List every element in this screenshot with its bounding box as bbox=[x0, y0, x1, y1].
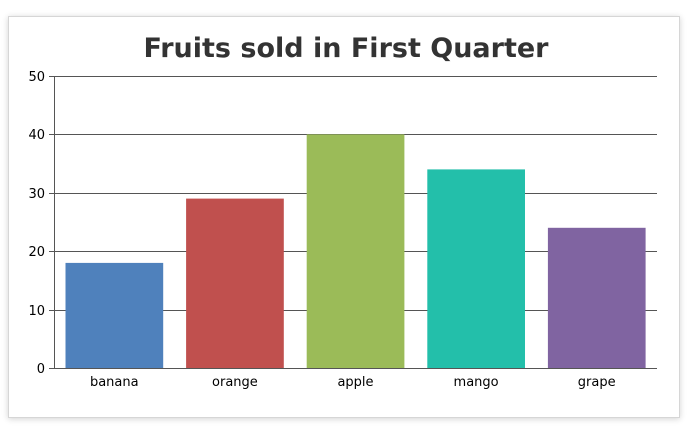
x-tick-label: grape bbox=[578, 375, 616, 390]
bar-mango bbox=[427, 169, 525, 368]
y-tick-label: 10 bbox=[28, 304, 45, 319]
bars bbox=[65, 134, 646, 368]
y-tick-labels: 0 10 20 30 40 50 bbox=[28, 70, 45, 377]
bar-grape bbox=[547, 227, 646, 368]
y-tick-label: 30 bbox=[28, 187, 45, 202]
bar-banana bbox=[65, 262, 164, 368]
y-tick-label: 20 bbox=[28, 245, 45, 260]
chart-title: Fruits sold in First Quarter bbox=[144, 33, 550, 64]
bar-orange bbox=[186, 198, 284, 368]
bar-chart: Fruits sold in First Quarter 0 10 20 30 40 50… bbox=[28, 33, 657, 390]
x-tick-label: orange bbox=[212, 375, 258, 390]
chart-card: Fruits sold in First Quarter 0 10 20 30 40 50… bbox=[8, 16, 680, 418]
x-tick-labels: banana orange apple mango grape bbox=[90, 375, 616, 390]
y-tick-label: 50 bbox=[28, 70, 45, 85]
x-tick-label: mango bbox=[454, 375, 499, 390]
x-tick-label: apple bbox=[337, 375, 373, 390]
x-tick-label: banana bbox=[90, 375, 139, 390]
y-tick-label: 0 bbox=[37, 362, 45, 377]
axes bbox=[49, 76, 657, 369]
bar-apple bbox=[306, 134, 405, 368]
y-tick-label: 40 bbox=[28, 128, 45, 143]
